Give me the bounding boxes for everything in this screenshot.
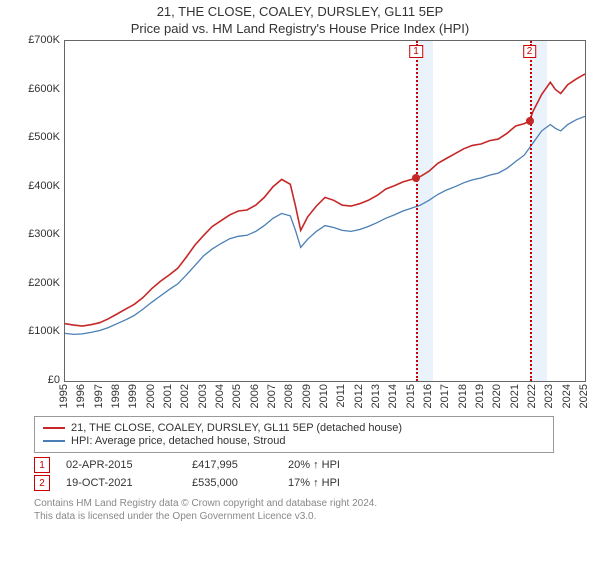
- transaction-price: £535,000: [192, 477, 272, 489]
- transaction-price: £417,995: [192, 459, 272, 471]
- event-vline: [416, 41, 418, 381]
- series-line-price_paid: [65, 74, 585, 326]
- x-tick-label: 2017: [439, 384, 451, 408]
- y-tick-label: £100K: [28, 325, 60, 337]
- chart-subtitle: Price paid vs. HM Land Registry's House …: [0, 21, 600, 36]
- transaction-row: 1 02-APR-2015 £417,995 20% ↑ HPI: [34, 457, 600, 473]
- x-tick-label: 2012: [353, 384, 365, 408]
- transaction-date: 02-APR-2015: [66, 459, 176, 471]
- chart-container: 21, THE CLOSE, COALEY, DURSLEY, GL11 5EP…: [0, 4, 600, 564]
- x-tick-label: 2023: [543, 384, 555, 408]
- series-line-hpi: [65, 116, 585, 334]
- plot-area: 12: [64, 40, 586, 382]
- footer: Contains HM Land Registry data © Crown c…: [34, 497, 600, 523]
- legend-label: 21, THE CLOSE, COALEY, DURSLEY, GL11 5EP…: [71, 422, 402, 434]
- legend-label: HPI: Average price, detached house, Stro…: [71, 435, 285, 447]
- x-tick-label: 2009: [301, 384, 313, 408]
- x-tick-label: 2001: [162, 384, 174, 408]
- transaction-marker: 2: [34, 475, 50, 491]
- transaction-row: 2 19-OCT-2021 £535,000 17% ↑ HPI: [34, 475, 600, 491]
- x-tick-label: 2020: [491, 384, 503, 408]
- chart-area: £0£100K£200K£300K£400K£500K£600K£700K 12…: [20, 40, 590, 410]
- x-tick-label: 2007: [266, 384, 278, 408]
- x-tick-label: 1996: [75, 384, 87, 408]
- x-tick-label: 2025: [578, 384, 590, 408]
- footer-line: Contains HM Land Registry data © Crown c…: [34, 497, 600, 510]
- x-tick-label: 2005: [231, 384, 243, 408]
- x-tick-label: 2013: [370, 384, 382, 408]
- y-tick-label: £600K: [28, 83, 60, 95]
- y-tick-label: £200K: [28, 277, 60, 289]
- x-tick-label: 2015: [405, 384, 417, 408]
- line-series-svg: [65, 41, 585, 381]
- transaction-date: 19-OCT-2021: [66, 477, 176, 489]
- y-axis: £0£100K£200K£300K£400K£500K£600K£700K: [20, 40, 64, 380]
- legend-swatch: [43, 427, 65, 429]
- x-tick-label: 2022: [526, 384, 538, 408]
- y-tick-label: £500K: [28, 131, 60, 143]
- x-tick-label: 2006: [249, 384, 261, 408]
- transaction-marker: 1: [34, 457, 50, 473]
- legend-row: HPI: Average price, detached house, Stro…: [43, 435, 545, 447]
- transaction-dot: [526, 117, 534, 125]
- legend: 21, THE CLOSE, COALEY, DURSLEY, GL11 5EP…: [34, 416, 554, 453]
- legend-swatch: [43, 440, 65, 442]
- x-tick-label: 2002: [179, 384, 191, 408]
- x-tick-label: 2024: [561, 384, 573, 408]
- event-marker-label: 1: [409, 45, 423, 58]
- x-tick-label: 2016: [422, 384, 434, 408]
- event-marker-label: 2: [523, 45, 537, 58]
- x-tick-label: 2000: [145, 384, 157, 408]
- x-axis: 1995199619971998199920002001200220032004…: [64, 380, 584, 416]
- legend-row: 21, THE CLOSE, COALEY, DURSLEY, GL11 5EP…: [43, 422, 545, 434]
- x-tick-label: 1997: [93, 384, 105, 408]
- x-tick-label: 2014: [387, 384, 399, 408]
- y-tick-label: £300K: [28, 228, 60, 240]
- x-tick-label: 2019: [474, 384, 486, 408]
- x-tick-label: 1998: [110, 384, 122, 408]
- x-tick-label: 2021: [509, 384, 521, 408]
- x-tick-label: 2008: [283, 384, 295, 408]
- x-tick-label: 2018: [457, 384, 469, 408]
- transaction-pct: 17% ↑ HPI: [288, 477, 340, 489]
- x-tick-label: 2003: [197, 384, 209, 408]
- x-tick-label: 2004: [214, 384, 226, 408]
- footer-line: This data is licensed under the Open Gov…: [34, 510, 600, 523]
- transaction-pct: 20% ↑ HPI: [288, 459, 340, 471]
- x-tick-label: 1999: [127, 384, 139, 408]
- transaction-dot: [412, 174, 420, 182]
- x-tick-label: 1995: [58, 384, 70, 408]
- chart-title: 21, THE CLOSE, COALEY, DURSLEY, GL11 5EP: [0, 4, 600, 19]
- y-tick-label: £400K: [28, 180, 60, 192]
- y-tick-label: £700K: [28, 34, 60, 46]
- event-vline: [530, 41, 532, 381]
- x-tick-label: 2011: [335, 384, 347, 408]
- x-tick-label: 2010: [318, 384, 330, 408]
